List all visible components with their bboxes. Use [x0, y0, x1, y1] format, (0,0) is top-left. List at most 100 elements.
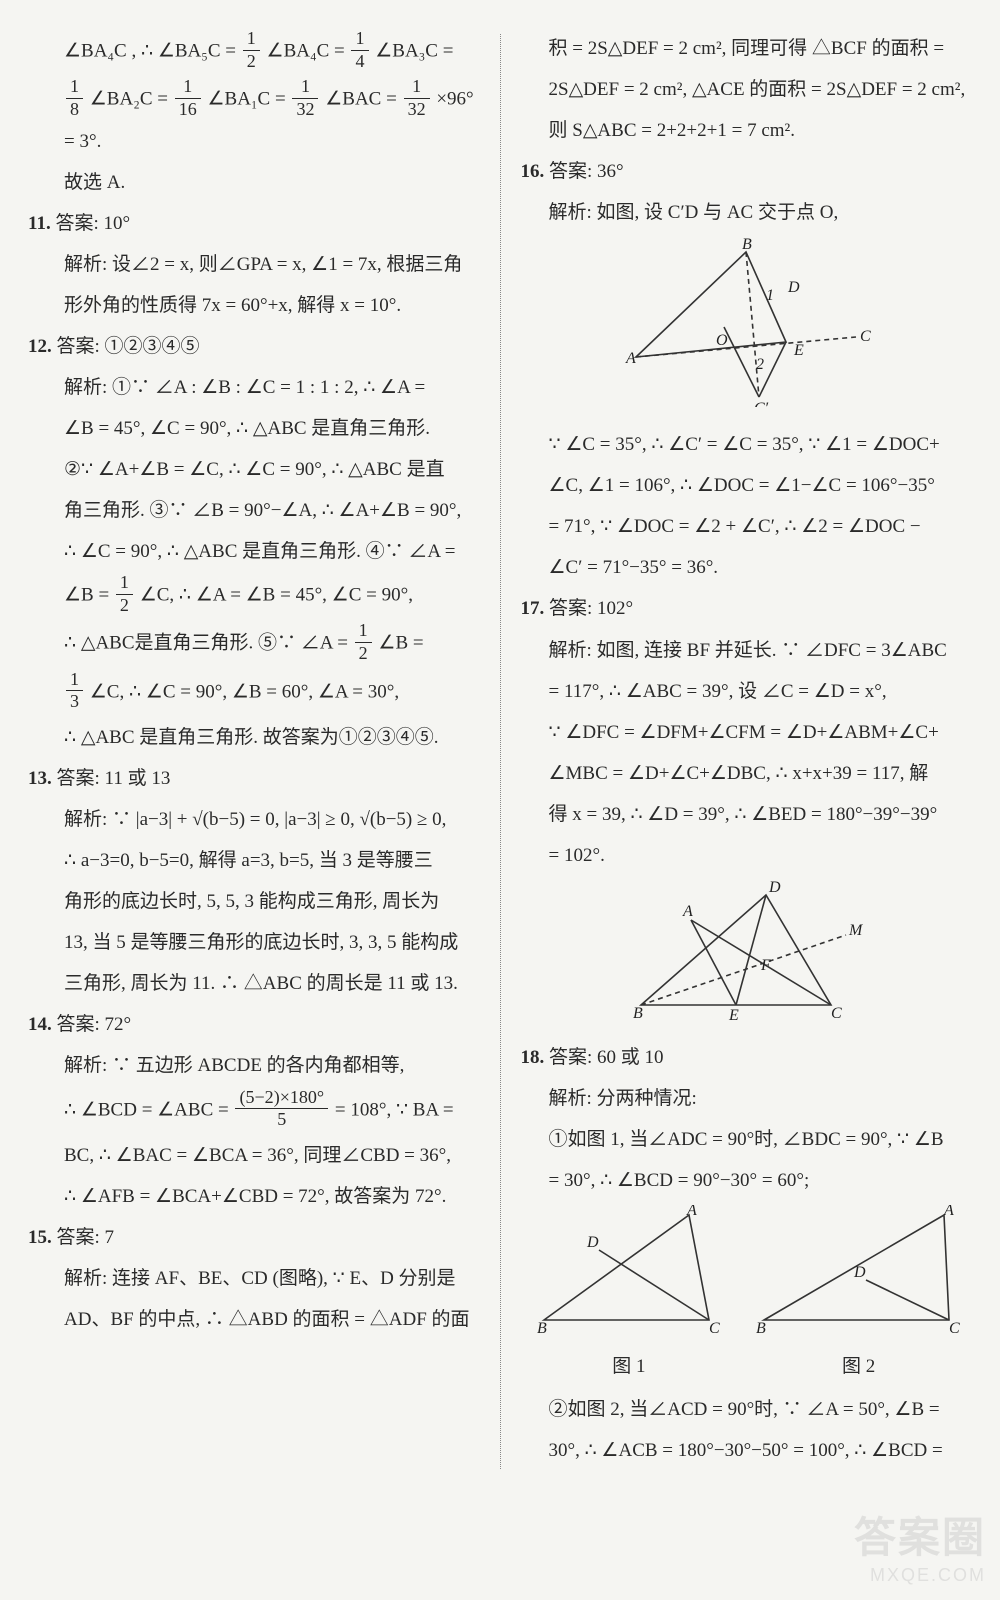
p10-line3: 故选 A. [28, 164, 480, 201]
fig18b-label: 图 2 [754, 1348, 964, 1385]
t: 答案: 10° [55, 213, 130, 234]
t: ∠B = [378, 633, 423, 654]
svg-text:C: C [860, 328, 871, 345]
svg-text:C: C [949, 1320, 960, 1335]
t: = 108°, ∵ BA = [335, 1099, 454, 1120]
figure-18: A B C D 图 1 A B C [521, 1205, 973, 1385]
t: ∠BA₂C = [90, 89, 173, 110]
svg-text:C: C [709, 1320, 720, 1335]
p12d: ②∵ ∠A+∠B = ∠C, ∴ ∠C = 90°, ∴ △ABC 是直 [28, 451, 480, 488]
frac: 12 [116, 572, 133, 616]
p11b: 解析: 设∠2 = x, 则∠GPA = x, ∠1 = 7x, 根据三角 [28, 246, 480, 283]
num: 15. [28, 1227, 52, 1248]
p18c: ①如图 1, 当∠ADC = 90°时, ∠BDC = 90°, ∵ ∠B [521, 1121, 973, 1158]
p14b: 解析: ∵ 五边形 ABCDE 的各内角都相等, [28, 1047, 480, 1084]
p15b: 解析: 连接 AF、BE、CD (图略), ∵ E、D 分别是 [28, 1260, 480, 1297]
frac: 12 [355, 620, 372, 664]
t: 答案: 60 或 10 [549, 1047, 664, 1068]
p13: 13. 答案: 11 或 13 [28, 760, 480, 797]
p12g-line: ∠B = 12 ∠C, ∴ ∠A = ∠B = 45°, ∠C = 90°, [28, 574, 480, 618]
page-root: ∠BA₄C , ∴ ∠BA₅C = 12 ∠BA₄C = 14 ∠BA₃C = … [0, 0, 1000, 1513]
svg-text:D: D [586, 1234, 599, 1251]
fig17-svg: A B C D E F M [621, 880, 871, 1020]
t: ∠BA₃C = [375, 41, 453, 62]
t: ∠BA₄C , ∴ ∠BA₅C = [64, 41, 241, 62]
p13c: ∴ a−3=0, b−5=0, 解得 a=3, b=5, 当 3 是等腰三 [28, 842, 480, 879]
num: 14. [28, 1014, 52, 1035]
p15e: 2S△DEF = 2 cm², △ACE 的面积 = 2S△DEF = 2 cm… [521, 71, 973, 108]
p13b: 解析: ∵ |a−3| + √(b−5) = 0, |a−3| ≥ 0, √(b… [28, 801, 480, 838]
fig16-svg: A B C C′ D E O 1 2 [616, 237, 876, 407]
p16b: 解析: 如图, 设 C′D 与 AC 交于点 O, [521, 194, 973, 231]
p12: 12. 答案: ①②③④⑤ [28, 328, 480, 365]
svg-text:F: F [760, 957, 771, 974]
svg-text:B: B [742, 237, 752, 253]
fig18a-wrap: A B C D 图 1 [529, 1205, 729, 1385]
p18: 18. 答案: 60 或 10 [521, 1039, 973, 1076]
t: ∠C, ∴ ∠C = 90°, ∠B = 60°, ∠A = 30°, [90, 681, 399, 702]
svg-text:A: A [686, 1205, 697, 1219]
num: 16. [521, 161, 545, 182]
p12k-line: 13 ∠C, ∴ ∠C = 90°, ∠B = 60°, ∠A = 30°, [28, 671, 480, 715]
p15d: 积 = 2S△DEF = 2 cm², 同理可得 △BCF 的面积 = [521, 30, 973, 67]
fig18b-wrap: A B C D 图 2 [754, 1205, 964, 1385]
svg-text:C′: C′ [754, 400, 769, 407]
t: ∠B = [64, 585, 114, 606]
fig18a-label: 图 1 [529, 1348, 729, 1385]
p14c-line: ∴ ∠BCD = ∠ABC = (5−2)×180°5 = 108°, ∵ BA… [28, 1089, 480, 1133]
p16c: ∵ ∠C = 35°, ∴ ∠C′ = ∠C = 35°, ∵ ∠1 = ∠DO… [521, 426, 973, 463]
p17e: ∠MBC = ∠D+∠C+∠DBC, ∴ x+x+39 = 117, 解 [521, 755, 973, 792]
t: 答案: 102° [549, 598, 633, 619]
svg-text:O: O [716, 332, 728, 349]
figure-16: A B C C′ D E O 1 2 [521, 237, 973, 420]
fig18b-svg: A B C D [754, 1205, 964, 1335]
frac: 12 [243, 28, 260, 72]
p13f: 三角形, 周长为 11. ∴ △ABC 的周长是 11 或 13. [28, 965, 480, 1002]
figure-17: A B C D E F M [521, 880, 973, 1033]
frac: 18 [66, 76, 83, 120]
p17g: = 102°. [521, 837, 973, 874]
p12c: ∠B = 45°, ∠C = 90°, ∴ △ABC 是直角三角形. [28, 410, 480, 447]
t: 答案: 11 或 13 [57, 768, 171, 789]
p10-line1: ∠BA₄C , ∴ ∠BA₅C = 12 ∠BA₄C = 14 ∠BA₃C = [28, 30, 480, 74]
t: ∴ ∠BCD = ∠ABC = [64, 1099, 233, 1120]
num: 12. [28, 336, 52, 357]
svg-text:B: B [756, 1320, 766, 1335]
t: ∠BA₄C = [267, 41, 350, 62]
watermark-big: 答案圈 [854, 1504, 986, 1565]
t: ∴ △ABC是直角三角形. ⑤∵ ∠A = [64, 633, 353, 654]
frac: 14 [351, 28, 368, 72]
right-column: 积 = 2S△DEF = 2 cm², 同理可得 △BCF 的面积 = 2S△D… [521, 30, 973, 1473]
svg-text:B: B [537, 1320, 547, 1335]
svg-text:2: 2 [756, 356, 764, 373]
p15f: 则 S△ABC = 2+2+2+1 = 7 cm². [521, 112, 973, 149]
svg-text:D: D [787, 279, 800, 296]
p12l: ∴ △ABC 是直角三角形. 故答案为①②③④⑤. [28, 719, 480, 756]
p18d: = 30°, ∴ ∠BCD = 90°−30° = 60°; [521, 1162, 973, 1199]
t: 答案: 7 [57, 1227, 115, 1248]
p17b: 解析: 如图, 连接 BF 并延长. ∵ ∠DFC = 3∠ABC [521, 632, 973, 669]
p17d: ∵ ∠DFC = ∠DFM+∠CFM = ∠D+∠ABM+∠C+ [521, 714, 973, 751]
t: 答案: ①②③④⑤ [57, 336, 200, 357]
p13e: 13, 当 5 是等腰三角形的底边长时, 3, 3, 5 能构成 [28, 924, 480, 961]
svg-text:A: A [943, 1205, 954, 1219]
p13d: 角形的底边长时, 5, 5, 3 能构成三角形, 周长为 [28, 883, 480, 920]
p17: 17. 答案: 102° [521, 590, 973, 627]
p17f: 得 x = 39, ∴ ∠D = 39°, ∴ ∠BED = 180°−39°−… [521, 796, 973, 833]
p16d: ∠C, ∠1 = 106°, ∴ ∠DOC = ∠1−∠C = 106°−35° [521, 467, 973, 504]
p18e: ②如图 2, 当∠ACD = 90°时, ∵ ∠A = 50°, ∠B = [521, 1391, 973, 1428]
svg-text:A: A [625, 350, 636, 367]
svg-text:E: E [793, 342, 804, 359]
svg-text:M: M [848, 922, 864, 939]
left-column: ∠BA₄C , ∴ ∠BA₅C = 12 ∠BA₄C = 14 ∠BA₃C = … [28, 30, 480, 1473]
num: 18. [521, 1047, 545, 1068]
watermark-small: MXQE.COM [854, 1565, 986, 1586]
p12b: 解析: ①∵ ∠A : ∠B : ∠C = 1 : 1 : 2, ∴ ∠A = [28, 369, 480, 406]
t: ∠BA₁C = [208, 89, 291, 110]
p15: 15. 答案: 7 [28, 1219, 480, 1256]
t: ∠BAC = [325, 89, 401, 110]
p18b: 解析: 分两种情况: [521, 1080, 973, 1117]
p14f: ∴ ∠AFB = ∠BCA+∠CBD = 72°, 故答案为 72°. [28, 1178, 480, 1215]
frac: 13 [66, 669, 83, 713]
t: 答案: 36° [549, 161, 624, 182]
